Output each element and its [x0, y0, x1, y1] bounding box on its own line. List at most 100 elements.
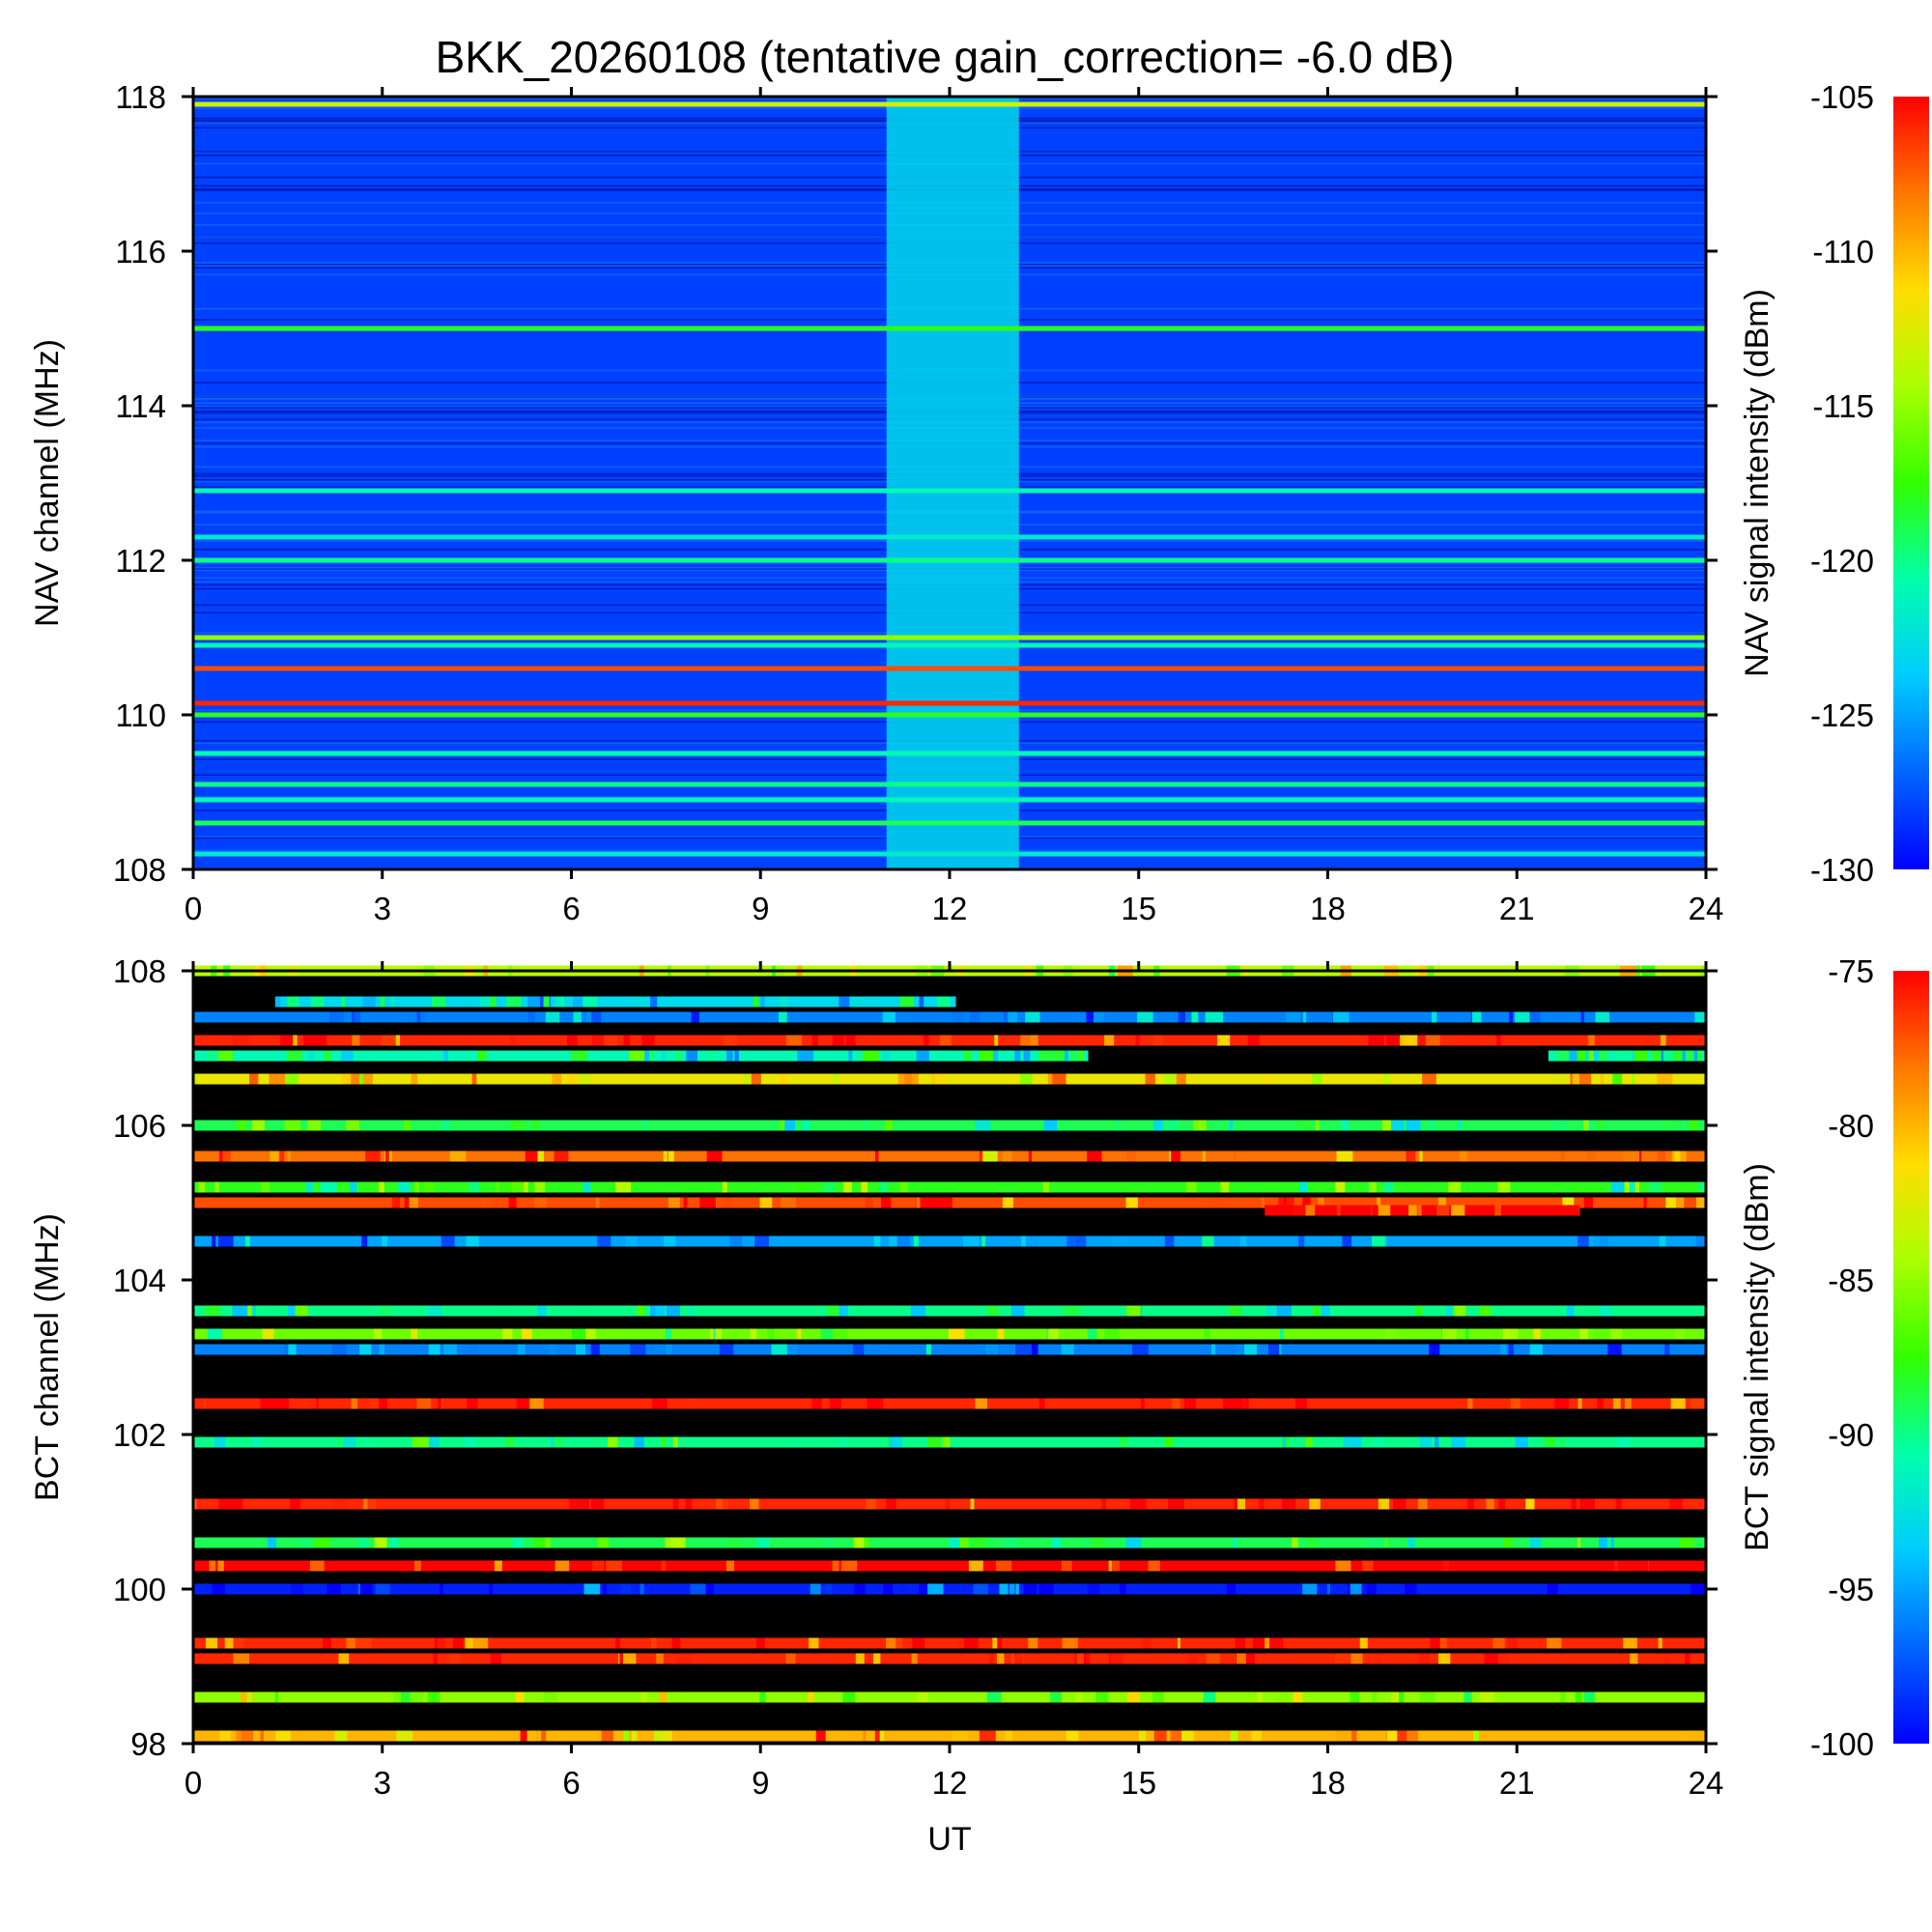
bct-band-speckle [874, 1730, 882, 1742]
bct-band-speckle [957, 1537, 970, 1548]
bct-band-speckle [423, 1181, 435, 1193]
bct-band-speckle [975, 1120, 991, 1131]
bct-band-speckle [1038, 1050, 1054, 1062]
bct-x-axis-label: UT [927, 1821, 971, 1858]
bct-band-speckle [1632, 1073, 1635, 1085]
nav-y-tick-label: 116 [115, 234, 166, 270]
bct-band-speckle [531, 1120, 540, 1131]
bct-band-speckle [1434, 1436, 1439, 1448]
bct-band-speckle [575, 1073, 591, 1085]
bct-band-speckle [224, 1560, 230, 1572]
bct-band-speckle [1220, 1181, 1230, 1193]
bct-band-speckle [1525, 1498, 1535, 1510]
bct-band-speckle [1405, 1035, 1420, 1046]
bct-band-speckle [945, 1436, 950, 1448]
bct-band-speckle [274, 1691, 279, 1703]
bct-band-speckle [1282, 1436, 1287, 1448]
bct-band-speckle [231, 1498, 243, 1510]
bct-band-speckle [1334, 1653, 1351, 1664]
bct-band-speckle [629, 1050, 645, 1062]
bct-band-speckle [1335, 1730, 1352, 1742]
bct-band-speckle [1302, 1197, 1311, 1208]
bct-band-speckle [1052, 1537, 1062, 1548]
bct-band-speckle [1247, 1035, 1260, 1046]
bct-band-speckle [987, 1305, 999, 1317]
bct-band-speckle [1663, 1653, 1671, 1664]
bct-band-speckle [606, 1560, 622, 1572]
bct-band-speckle [1407, 1537, 1415, 1548]
nav-colorbar-tick-label: -125 [1810, 697, 1874, 733]
bct-band-speckle [1600, 1305, 1612, 1317]
bct-band-speckle [1064, 1305, 1081, 1317]
bct-band-speckle [537, 1305, 547, 1317]
bct-band-speckle [1259, 1498, 1264, 1510]
nav-band [193, 326, 1706, 331]
bct-band-speckle [279, 1151, 285, 1162]
bct-band-speckle [722, 1498, 729, 1510]
bct-band-speckle [1086, 1011, 1099, 1023]
bct-band-speckle [1076, 1653, 1084, 1664]
bct-band-speckle [1577, 1398, 1582, 1409]
bct-band-speckle [785, 1035, 803, 1046]
bct-band-speckle [217, 1560, 224, 1572]
bct-band [193, 1560, 1706, 1572]
bct-band-speckle [824, 1583, 833, 1595]
bct-band-speckle [1586, 1151, 1596, 1162]
bct-band-speckle [471, 1073, 477, 1085]
bct-band-speckle [1009, 1583, 1015, 1595]
bct-band-speckle [1583, 1691, 1595, 1703]
bct-band-speckle [467, 1344, 479, 1355]
bct-band-speckle [879, 1181, 888, 1193]
bct-band-speckle [1480, 1691, 1494, 1703]
bct-band-speckle [1615, 1498, 1622, 1510]
bct-band-speckle [554, 1436, 563, 1448]
bct-band-speckle [1321, 1305, 1331, 1317]
bct-band-speckle [572, 996, 583, 1008]
bct-x-tick-label: 21 [1499, 1765, 1535, 1801]
bct-band-speckle [676, 1653, 692, 1664]
bct-band-speckle [886, 1637, 896, 1649]
bct-band-speckle [1386, 1730, 1400, 1742]
bct-band-speckle [661, 1560, 667, 1572]
bct-band-speckle [586, 1011, 602, 1023]
bct-band-speckle [839, 1305, 849, 1317]
nav-x-tick-label: 3 [374, 891, 391, 926]
bct-band-speckle [441, 1120, 450, 1131]
bct-band [193, 1236, 1706, 1247]
bct-band-speckle [1028, 1637, 1038, 1649]
bct-band-speckle [452, 1637, 464, 1649]
bct-band-speckle [246, 1691, 253, 1703]
bct-band-speckle [1371, 1691, 1378, 1703]
bct-band-speckle [952, 1730, 969, 1742]
bct-band-speckle [433, 1653, 438, 1664]
bct-band-speckle [838, 1305, 844, 1317]
bct-band-speckle [1172, 1398, 1180, 1409]
bct-band-speckle [1578, 1073, 1592, 1085]
bct-band-speckle [1236, 1653, 1250, 1664]
bct-band-speckle [1066, 1236, 1082, 1247]
bct-band-speckle [207, 1328, 222, 1340]
bct-x-axis: 0 3 6 9 12 15 18 21 24 [185, 961, 1723, 1801]
nav-band [193, 557, 1706, 563]
bct-band-speckle [1657, 1151, 1666, 1162]
bct-band-speckle [310, 1120, 321, 1131]
bct-band-speckle [940, 1035, 952, 1046]
bct-band-speckle [1648, 1181, 1662, 1193]
bct-band-speckle [569, 1498, 585, 1510]
bct-band-speckle [1277, 1691, 1290, 1703]
nav-y-tick-label: 108 [113, 852, 166, 888]
bct-band-speckle [1674, 1151, 1681, 1162]
bct-band-speckle [873, 1236, 881, 1247]
bct-band-speckle [755, 1637, 765, 1649]
bct-band-speckle [1544, 1436, 1557, 1448]
bct-band-speckle [1350, 1653, 1363, 1664]
bct-band-speckle [212, 1236, 216, 1247]
bct-band-speckle [1298, 1236, 1305, 1247]
bct-band-speckle [1336, 1151, 1353, 1162]
bct-band-speckle [715, 1328, 722, 1340]
bct-band-speckle [791, 1436, 798, 1448]
bct-band-speckle [1569, 1205, 1577, 1216]
bct-band-speckle [1111, 1236, 1126, 1247]
bct-band-speckle [1286, 1011, 1301, 1023]
bct-band-speckle [1579, 1328, 1589, 1340]
